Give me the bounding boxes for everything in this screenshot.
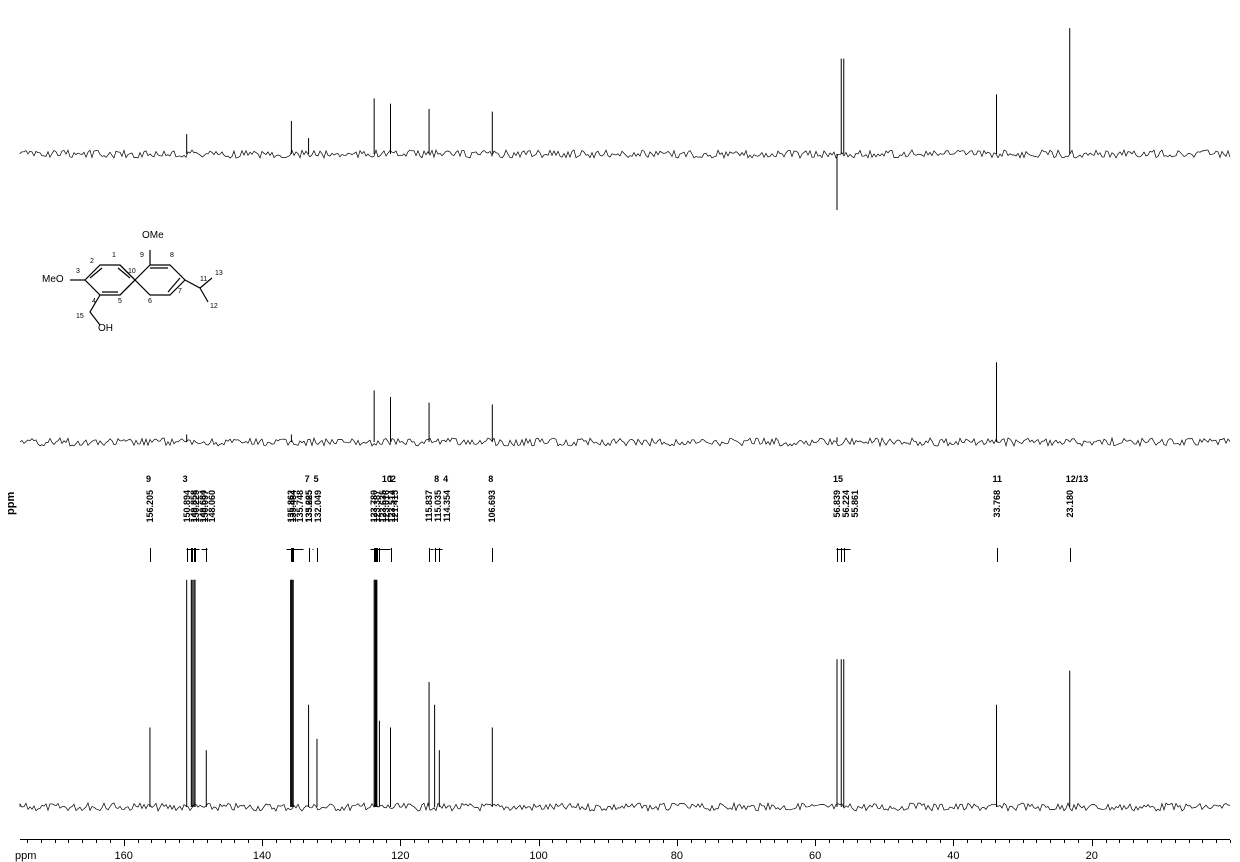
tick-label: 140 <box>253 850 271 862</box>
peak-assign-label: 3 <box>183 474 188 484</box>
mol-meo-left: MeO <box>42 274 64 285</box>
mol-n10: 10 <box>128 268 136 275</box>
dept135-spectrum <box>0 10 1240 210</box>
tick-label: 160 <box>115 850 133 862</box>
mol-n3: 3 <box>76 268 80 275</box>
tick-label: 120 <box>391 850 409 862</box>
peak-ppm-label: 23.180 <box>1065 490 1075 518</box>
tick-label: 60 <box>809 850 821 862</box>
tick-label: 100 <box>529 850 547 862</box>
peak-ppm-label: 114.354 <box>442 490 452 522</box>
mol-n2: 2 <box>90 258 94 265</box>
peak-assign-label: 7 <box>305 474 310 484</box>
tick-label: 80 <box>671 850 683 862</box>
peak-assign-label: 2 <box>391 474 396 484</box>
mol-ome-top: OMe <box>142 230 164 241</box>
peak-ppm-label: 106.693 <box>487 490 497 523</box>
peak-assign-label: 8 <box>434 474 439 484</box>
mol-oh: OH <box>98 323 113 334</box>
peak-ppm-label: 33.768 <box>992 490 1002 518</box>
mol-n5: 5 <box>118 298 122 305</box>
mol-n11: 11 <box>200 276 207 283</box>
peak-ppm-label: 156.205 <box>145 490 155 523</box>
mol-n9: 9 <box>140 252 144 259</box>
y-axis-label: ppm <box>5 492 17 515</box>
x-axis: 16014012010080604020 <box>20 839 1230 840</box>
tick-label: 20 <box>1086 850 1098 862</box>
peak-assign-label: 9 <box>146 474 151 484</box>
peak-assign-label: 5 <box>314 474 319 484</box>
mol-n4: 4 <box>92 298 96 305</box>
mol-n8: 8 <box>170 252 174 259</box>
peak-ppm-label: 121.415 <box>390 490 400 523</box>
peak-assign-label: 15 <box>833 474 843 484</box>
dept90-spectrum <box>0 340 1240 460</box>
mol-n15: 15 <box>76 313 84 320</box>
peak-ppm-label: 132.049 <box>313 490 323 523</box>
x-axis-label: ppm <box>15 850 36 862</box>
mol-n13: 13 <box>215 270 223 277</box>
peak-ppm-label: 55.861 <box>850 490 860 518</box>
peak-ppm-label: 148.060 <box>207 490 217 523</box>
peak-assign-label: 12/13 <box>1066 474 1089 484</box>
mol-n1: 1 <box>112 252 116 259</box>
mol-n6: 6 <box>148 298 152 305</box>
peak-assign-label: 4 <box>443 474 448 484</box>
peak-assign-label: 8 <box>488 474 493 484</box>
mol-n7: 7 <box>178 288 182 295</box>
peak-ppm-label: 135.484 <box>288 490 298 523</box>
peak-assign-label: 11 <box>993 474 1003 484</box>
mol-n12: 12 <box>210 303 218 310</box>
tick-label: 40 <box>947 850 959 862</box>
c13-spectrum <box>0 560 1240 820</box>
